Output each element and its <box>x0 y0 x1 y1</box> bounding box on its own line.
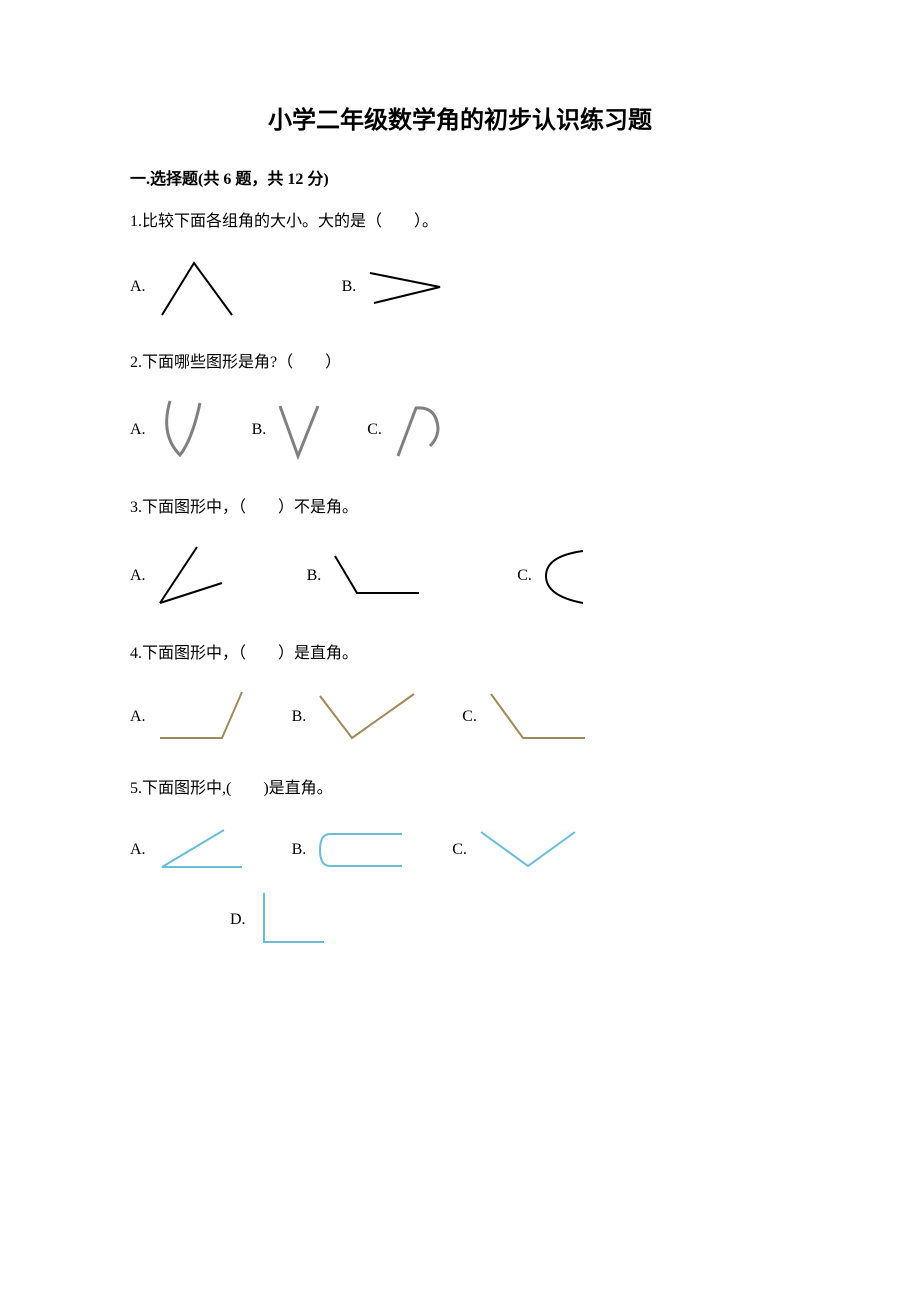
q5-option-c: C. <box>452 824 583 874</box>
option-label: B. <box>292 704 307 730</box>
question-3: 3.下面图形中，（ ）不是角。 A. B. C. <box>130 495 790 611</box>
question-2: 2.下面哪些图形是角?（ ） A. B. C. <box>130 350 790 466</box>
option-label: A. <box>130 837 146 863</box>
q4-option-c: C. <box>462 686 593 746</box>
q3-options: A. B. C. <box>130 541 790 611</box>
curve-figure-icon <box>152 395 212 465</box>
option-label: A. <box>130 563 146 589</box>
q3-option-a: A. <box>130 541 237 611</box>
angle-figure-icon <box>312 686 422 746</box>
option-label: A. <box>130 274 146 300</box>
angle-figure-icon <box>152 686 252 746</box>
q2-option-c: C. <box>367 398 448 463</box>
page-title: 小学二年级数学角的初步认识练习题 <box>130 100 790 135</box>
curve-figure-icon <box>538 541 593 611</box>
option-label: D. <box>230 907 246 933</box>
q1-option-a: A. <box>130 255 242 320</box>
q5-option-b: B. <box>292 824 413 874</box>
section-header: 一.选择题(共 6 题，共 12 分) <box>130 165 790 189</box>
question-4: 4.下面图形中，（ ）是直角。 A. B. C. <box>130 641 790 747</box>
angle-figure-icon <box>152 822 252 877</box>
q3-text: 3.下面图形中，（ ）不是角。 <box>130 495 790 521</box>
q1-text: 1.比较下面各组角的大小。大的是（ ）。 <box>130 209 790 235</box>
question-5: 5.下面图形中,( )是直角。 A. B. C. D. <box>130 776 790 952</box>
q5-option-a: A. <box>130 822 252 877</box>
q2-option-a: A. <box>130 395 212 465</box>
angle-figure-icon <box>473 824 583 874</box>
angle-figure-icon <box>483 686 593 746</box>
option-label: A. <box>130 704 146 730</box>
option-label: B. <box>292 837 307 863</box>
angle-figure-icon <box>252 887 332 952</box>
q4-text: 4.下面图形中，（ ）是直角。 <box>130 641 790 667</box>
question-1: 1.比较下面各组角的大小。大的是（ ）。 A. B. <box>130 209 790 320</box>
q5-options-row1: A. B. C. <box>130 822 790 877</box>
angle-figure-icon <box>272 398 327 463</box>
option-label: C. <box>367 417 382 443</box>
option-label: C. <box>452 837 467 863</box>
q1-option-b: B. <box>342 265 453 310</box>
q3-option-c: C. <box>517 541 593 611</box>
q2-text: 2.下面哪些图形是角?（ ） <box>130 350 790 376</box>
angle-figure-icon <box>152 541 237 611</box>
q3-option-b: B. <box>307 548 428 603</box>
q2-options: A. B. C. <box>130 395 790 465</box>
angle-figure-icon <box>362 265 452 310</box>
angle-figure-icon <box>327 548 427 603</box>
option-label: B. <box>307 563 322 589</box>
curve-figure-icon <box>388 398 448 463</box>
q5-text: 5.下面图形中,( )是直角。 <box>130 776 790 802</box>
q5-options-row2: D. <box>230 887 790 952</box>
q2-option-b: B. <box>252 398 328 463</box>
option-label: C. <box>517 563 532 589</box>
q4-options: A. B. C. <box>130 686 790 746</box>
curve-figure-icon <box>312 824 412 874</box>
option-label: C. <box>462 704 477 730</box>
option-label: A. <box>130 417 146 443</box>
angle-figure-icon <box>152 255 242 320</box>
q4-option-b: B. <box>292 686 423 746</box>
q5-option-d: D. <box>230 887 332 952</box>
option-label: B. <box>342 274 357 300</box>
q1-options: A. B. <box>130 255 790 320</box>
option-label: B. <box>252 417 267 443</box>
q4-option-a: A. <box>130 686 252 746</box>
